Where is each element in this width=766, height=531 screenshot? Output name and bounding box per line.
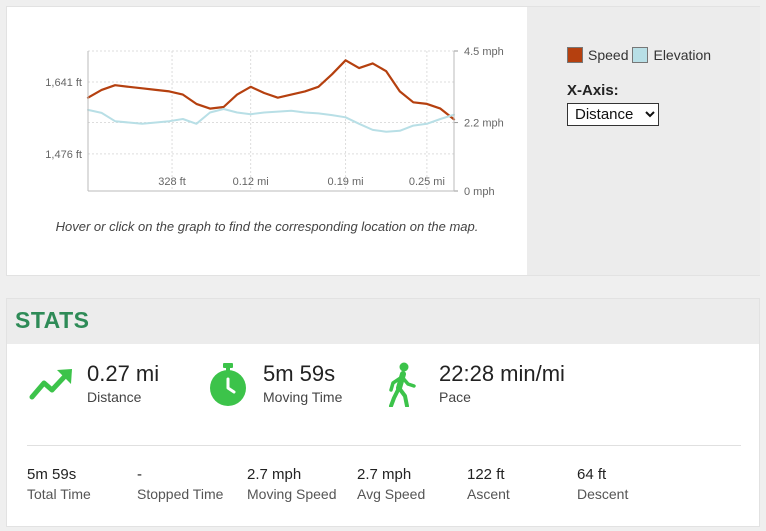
stats-title: STATS xyxy=(7,299,759,344)
ascent-stat: 122 ft Ascent xyxy=(467,466,510,502)
x-axis-tick-label: 328 ft xyxy=(158,176,186,188)
pace-label: Pace xyxy=(439,389,471,405)
ascent-value: 122 ft xyxy=(467,466,505,483)
stats-panel: STATS 0.27 mi Distance 5m 59s Moving Tim… xyxy=(6,298,760,527)
stopped-time-label: Stopped Time xyxy=(137,486,224,502)
chart-caption: Hover or click on the graph to find the … xyxy=(55,219,479,234)
speed-series-line[interactable] xyxy=(86,59,456,121)
chart-area[interactable]: 4.5 mph 2.2 mph 0 mph 1,641 ft 1,476 ft 328 f… xyxy=(7,7,527,277)
x-axis-tick-label: 0.12 mi xyxy=(233,176,269,188)
total-time-value: 5m 59s xyxy=(27,466,77,483)
descent-stat: 64 ft Descent xyxy=(577,466,628,502)
stopped-time-stat: - Stopped Time xyxy=(137,466,223,502)
chart-controls: Speed Elevation X-Axis: Distance xyxy=(527,7,760,275)
moving-time-stat: 5m 59s Moving Time xyxy=(205,361,342,407)
pace-value: 22:28 min/mi xyxy=(439,361,565,386)
total-time-label: Total Time xyxy=(27,486,91,502)
avg-speed-stat: 2.7 mph Avg Speed xyxy=(357,466,425,502)
chart-grid xyxy=(88,50,454,191)
pace-stat: 22:28 min/mi Pace xyxy=(381,361,565,407)
moving-speed-label: Moving Speed xyxy=(247,486,337,502)
moving-speed-stat: 2.7 mph Moving Speed xyxy=(247,466,337,502)
x-axis-tick-label: 0.25 mi xyxy=(409,176,445,188)
descent-value: 64 ft xyxy=(577,466,607,483)
walking-person-icon xyxy=(389,362,416,407)
elevation-legend-swatch xyxy=(632,47,649,63)
moving-time-label: Moving Time xyxy=(263,389,343,405)
chart-series[interactable] xyxy=(86,59,456,133)
distance-stat: 0.27 mi Distance xyxy=(29,361,159,407)
moving-time-value: 5m 59s xyxy=(263,361,336,386)
chart-axes: 4.5 mph 2.2 mph 0 mph 1,641 ft 1,476 ft 328 f… xyxy=(45,46,503,198)
x-axis-label: X-Axis: xyxy=(567,82,619,99)
stopwatch-icon xyxy=(210,363,246,406)
right-axis-tick-label: 0 mph xyxy=(464,186,495,198)
total-time-stat: 5m 59s Total Time xyxy=(27,466,91,502)
distance-value: 0.27 mi xyxy=(87,361,160,386)
right-axis-tick-label: 2.2 mph xyxy=(464,118,504,130)
elevation-speed-chart-panel: 4.5 mph 2.2 mph 0 mph 1,641 ft 1,476 ft 328 f… xyxy=(6,6,760,276)
speed-legend-swatch xyxy=(567,47,583,63)
elevation-speed-chart[interactable]: 4.5 mph 2.2 mph 0 mph 1,641 ft 1,476 ft 328 f… xyxy=(7,7,527,217)
x-axis-tick-label: 0.19 mi xyxy=(328,176,364,188)
right-axis-tick-label: 4.5 mph xyxy=(464,46,504,58)
ascent-label: Ascent xyxy=(467,486,510,502)
left-axis-tick-label: 1,476 ft xyxy=(45,149,82,161)
left-axis-tick-label: 1,641 ft xyxy=(45,77,82,89)
x-axis-select[interactable]: Distance xyxy=(567,103,659,126)
speed-legend-label: Speed xyxy=(588,47,629,63)
trending-up-icon xyxy=(29,369,72,400)
distance-label: Distance xyxy=(87,389,142,405)
elevation-legend-label: Elevation xyxy=(653,47,712,63)
stats-divider xyxy=(27,445,741,446)
elevation-series-line[interactable] xyxy=(87,108,455,133)
stopped-time-value: - xyxy=(137,466,142,483)
avg-speed-label: Avg Speed xyxy=(357,486,426,502)
avg-speed-value: 2.7 mph xyxy=(357,466,412,483)
moving-speed-value: 2.7 mph xyxy=(247,466,302,483)
descent-label: Descent xyxy=(577,486,629,502)
chart-legend: Speed Elevation xyxy=(567,47,711,63)
